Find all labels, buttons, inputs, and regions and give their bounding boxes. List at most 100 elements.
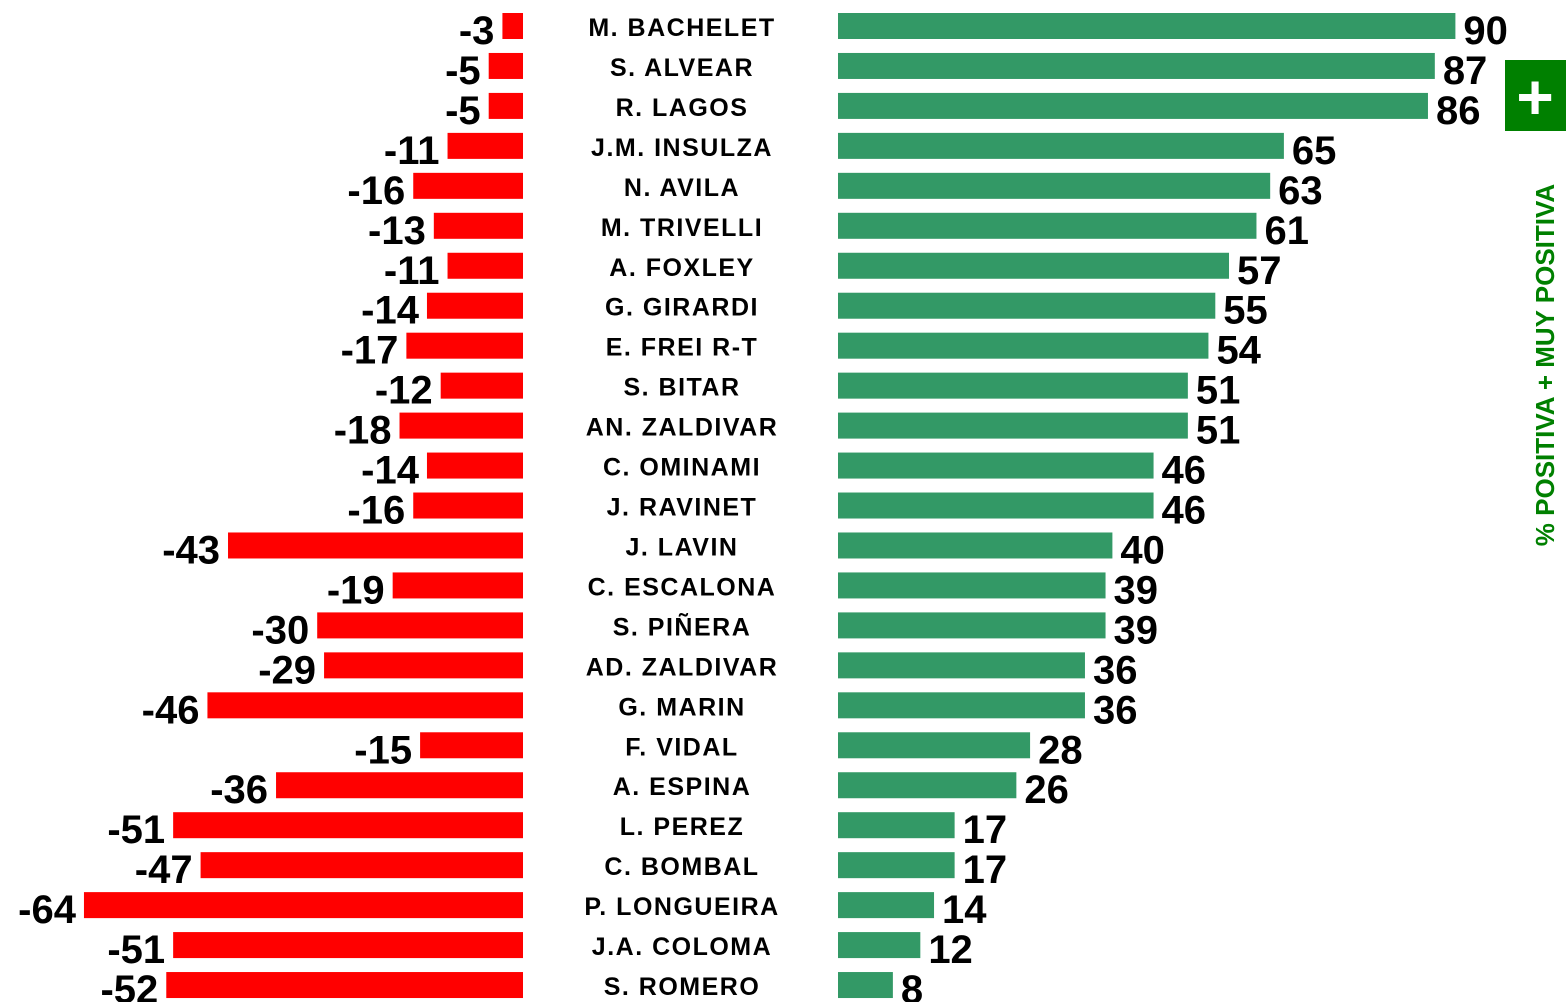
value-label: 87	[1443, 49, 1488, 93]
value-label: 39	[1114, 608, 1159, 652]
bar	[838, 412, 1188, 439]
category-label: S. ROMERO	[604, 973, 761, 1001]
value-label: -29	[258, 648, 316, 692]
bar	[502, 13, 523, 39]
category-label: A. FOXLEY	[609, 254, 754, 282]
value-label: -18	[334, 409, 392, 453]
legend-box	[1505, 60, 1566, 131]
bar	[838, 572, 1106, 599]
bar	[440, 372, 523, 399]
category-label: AN. ZALDIVAR	[586, 414, 779, 442]
value-label: 51	[1196, 369, 1241, 413]
category-label: L. PEREZ	[620, 813, 745, 841]
bar	[413, 172, 523, 199]
value-label: 36	[1093, 648, 1138, 692]
bar	[838, 212, 1257, 239]
value-label: -14	[361, 449, 420, 493]
bar	[838, 452, 1154, 479]
bar	[166, 972, 523, 999]
value-label: -19	[327, 568, 385, 612]
bar	[426, 452, 523, 479]
bar	[838, 92, 1428, 119]
value-label: 57	[1237, 249, 1282, 293]
value-label: 46	[1162, 489, 1207, 533]
value-label: -14	[361, 289, 420, 333]
category-label: G. GIRARDI	[605, 294, 759, 322]
category-label: A. ESPINA	[613, 773, 752, 801]
value-label: 8	[901, 968, 923, 1002]
value-label: -46	[142, 688, 200, 732]
category-label: G. MARIN	[618, 693, 745, 721]
bar	[838, 492, 1154, 519]
category-label: M. BACHELET	[588, 14, 775, 42]
category-label: S. BITAR	[623, 374, 740, 402]
bar	[838, 852, 955, 879]
category-label: J.M. INSULZA	[591, 134, 773, 162]
bar	[838, 772, 1017, 799]
bar	[406, 332, 523, 359]
value-label: -52	[100, 968, 158, 1002]
bar	[838, 812, 955, 839]
value-label: 17	[963, 848, 1008, 892]
bar	[433, 212, 523, 239]
category-label: N. AVILA	[624, 174, 740, 202]
value-label: -11	[384, 129, 440, 173]
category-label: S. PIÑERA	[613, 611, 752, 641]
value-label: -36	[210, 768, 268, 812]
legend-symbol: +	[1516, 61, 1553, 133]
value-label: -16	[347, 489, 405, 533]
bar	[838, 252, 1230, 279]
value-label: 26	[1024, 768, 1069, 812]
bar	[392, 572, 523, 599]
value-label: -17	[341, 329, 399, 373]
value-label: 90	[1463, 9, 1508, 53]
bar	[83, 892, 524, 919]
bar	[838, 332, 1209, 359]
category-label: E. FREI R-T	[606, 334, 759, 362]
value-label: -43	[162, 528, 220, 572]
bar	[838, 372, 1188, 399]
category-label: R. LAGOS	[616, 94, 749, 122]
category-label: J.A. COLOMA	[592, 933, 772, 961]
bar	[413, 492, 523, 519]
bar	[200, 852, 523, 879]
bar	[420, 732, 523, 759]
value-label: 40	[1120, 528, 1165, 572]
value-label: -51	[107, 928, 165, 972]
bar	[447, 132, 523, 159]
value-label: 65	[1292, 129, 1337, 173]
category-label: J. LAVIN	[626, 533, 739, 561]
bar	[207, 692, 523, 719]
bar	[317, 612, 523, 639]
bar	[838, 52, 1435, 79]
bar	[838, 612, 1106, 639]
category-label: P. LONGUEIRA	[584, 893, 779, 921]
bar	[838, 13, 1456, 39]
bar	[173, 932, 523, 959]
value-label: 63	[1278, 169, 1323, 213]
value-label: 14	[942, 888, 987, 932]
value-label: -30	[251, 608, 309, 652]
bar	[838, 972, 893, 999]
value-label: -47	[135, 848, 193, 892]
value-label: 61	[1264, 209, 1309, 253]
bar	[838, 732, 1031, 759]
category-label: M. TRIVELLI	[601, 214, 763, 242]
value-label: 86	[1436, 89, 1481, 133]
bar	[324, 652, 523, 679]
bar	[838, 932, 921, 959]
bar	[488, 92, 523, 119]
value-label: 12	[928, 928, 973, 972]
bar	[838, 652, 1085, 679]
category-label: F. VIDAL	[625, 733, 738, 761]
bar	[838, 292, 1216, 319]
value-label: -3	[459, 9, 495, 53]
bar	[228, 532, 523, 559]
bar	[276, 772, 523, 799]
value-label: -51	[107, 808, 165, 852]
value-label: 46	[1162, 449, 1207, 493]
bar	[426, 292, 523, 319]
value-label: -11	[384, 249, 440, 293]
category-label: C. ESCALONA	[588, 573, 777, 601]
